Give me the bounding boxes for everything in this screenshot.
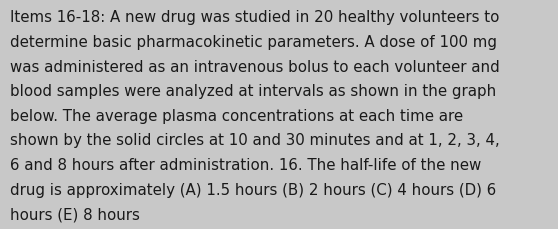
Text: below. The average plasma concentrations at each time are: below. The average plasma concentrations… (10, 108, 463, 123)
Text: blood samples were analyzed at intervals as shown in the graph: blood samples were analyzed at intervals… (10, 84, 496, 99)
Text: shown by the solid circles at 10 and 30 minutes and at 1, 2, 3, 4,: shown by the solid circles at 10 and 30 … (10, 133, 500, 148)
Text: drug is approximately (A) 1.5 hours (B) 2 hours (C) 4 hours (D) 6: drug is approximately (A) 1.5 hours (B) … (10, 182, 496, 197)
Text: was administered as an intravenous bolus to each volunteer and: was administered as an intravenous bolus… (10, 59, 500, 74)
Text: hours (E) 8 hours: hours (E) 8 hours (10, 206, 140, 221)
Text: 6 and 8 hours after administration. 16. The half-life of the new: 6 and 8 hours after administration. 16. … (10, 157, 482, 172)
Text: Items 16-18: A new drug was studied in 20 healthy volunteers to: Items 16-18: A new drug was studied in 2… (10, 10, 499, 25)
Text: determine basic pharmacokinetic parameters. A dose of 100 mg: determine basic pharmacokinetic paramete… (10, 35, 497, 50)
